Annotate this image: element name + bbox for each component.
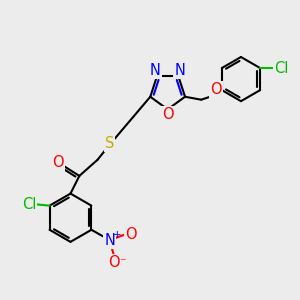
Text: O: O xyxy=(210,82,222,98)
Text: O: O xyxy=(125,227,137,242)
Text: Cl: Cl xyxy=(274,61,289,76)
Text: O: O xyxy=(108,255,120,270)
Text: N: N xyxy=(150,63,161,78)
Text: O: O xyxy=(52,155,64,170)
Text: +: + xyxy=(113,230,121,240)
Text: N: N xyxy=(104,232,115,247)
Text: S: S xyxy=(105,136,114,151)
Text: N: N xyxy=(174,63,185,78)
Text: ⁻: ⁻ xyxy=(119,256,126,269)
Text: O: O xyxy=(162,107,173,122)
Text: Cl: Cl xyxy=(22,197,36,212)
